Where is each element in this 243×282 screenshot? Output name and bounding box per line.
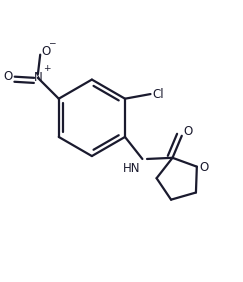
Text: O: O <box>41 45 51 58</box>
Text: +: + <box>43 64 51 73</box>
Text: O: O <box>200 161 209 174</box>
Text: −: − <box>48 39 55 48</box>
Text: N: N <box>34 71 42 84</box>
Text: HN: HN <box>122 162 140 175</box>
Text: Cl: Cl <box>152 88 164 101</box>
Text: O: O <box>4 70 13 83</box>
Text: O: O <box>183 125 192 138</box>
